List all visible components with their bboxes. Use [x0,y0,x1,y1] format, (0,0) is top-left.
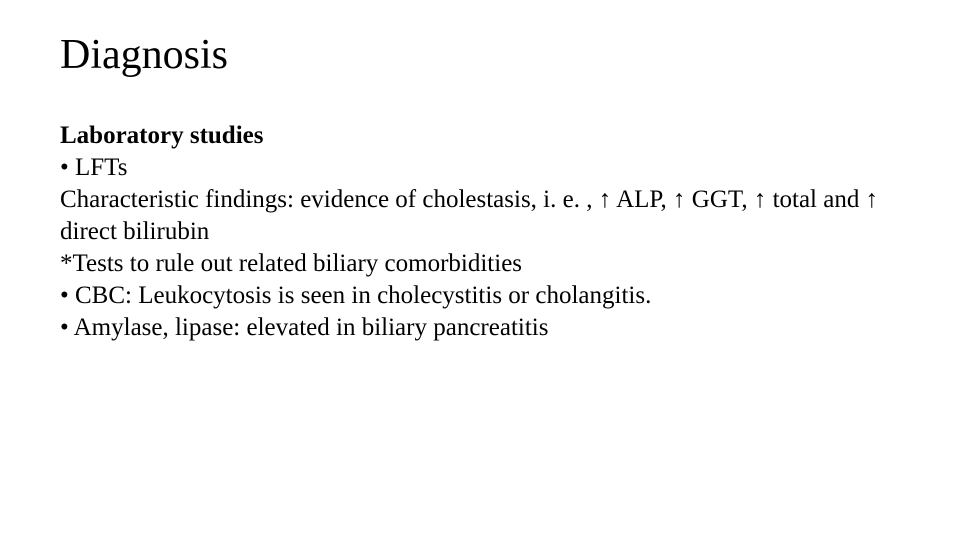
body-line-2: Characteristic findings: evidence of cho… [60,184,900,248]
body-line-1: • LFTs [60,152,900,184]
slide-title: Diagnosis [60,32,900,78]
slide: Diagnosis Laboratory studies • LFTs Char… [0,0,960,540]
body-line-4: • CBC: Leukocytosis is seen in cholecyst… [60,280,900,312]
slide-body: Laboratory studies • LFTs Characteristic… [60,120,900,344]
body-line-3: *Tests to rule out related biliary comor… [60,248,900,280]
body-line-5: • Amylase, lipase: elevated in biliary p… [60,312,900,344]
subheading: Laboratory studies [60,120,900,152]
